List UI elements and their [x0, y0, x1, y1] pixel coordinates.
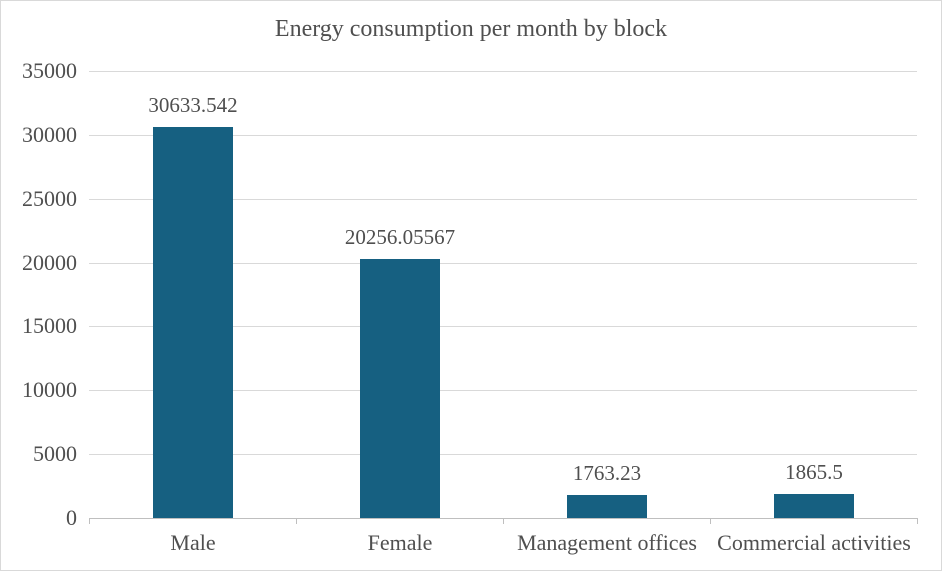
bar — [153, 127, 233, 518]
y-tick-label: 25000 — [22, 186, 77, 211]
axis-tick — [710, 518, 711, 524]
y-tick-label: 35000 — [22, 58, 77, 83]
axis-tick — [89, 518, 90, 524]
gridline — [89, 454, 917, 455]
y-tick-label: 30000 — [22, 122, 77, 147]
axis-tick — [917, 518, 918, 524]
chart-title: Energy consumption per month by block — [274, 16, 668, 42]
y-tick-label: 5000 — [33, 441, 77, 466]
bar-value-label: 20256.05567 — [344, 225, 456, 249]
gridline — [89, 135, 917, 136]
y-tick-label: 10000 — [22, 377, 77, 402]
bar-value-label: 1865.5 — [785, 460, 843, 484]
x-category-label: Male — [170, 530, 216, 555]
bar — [567, 495, 647, 518]
y-tick-label: 15000 — [22, 313, 77, 338]
gridline — [89, 263, 917, 264]
x-category-label: Commercial activities — [717, 530, 911, 555]
bar — [360, 259, 440, 518]
bar-value-label: 30633.542 — [148, 93, 238, 117]
gridline — [89, 71, 917, 72]
x-category-label: Management offices — [517, 530, 697, 555]
gridline — [89, 326, 917, 327]
bar — [774, 494, 854, 518]
gridline — [89, 390, 917, 391]
x-category-label: Female — [367, 530, 433, 555]
y-tick-label: 0 — [66, 505, 77, 530]
y-tick-label: 20000 — [22, 250, 77, 275]
gridline — [89, 199, 917, 200]
axis-tick — [503, 518, 504, 524]
bar-value-label: 1763.23 — [572, 461, 642, 485]
axis-tick — [296, 518, 297, 524]
